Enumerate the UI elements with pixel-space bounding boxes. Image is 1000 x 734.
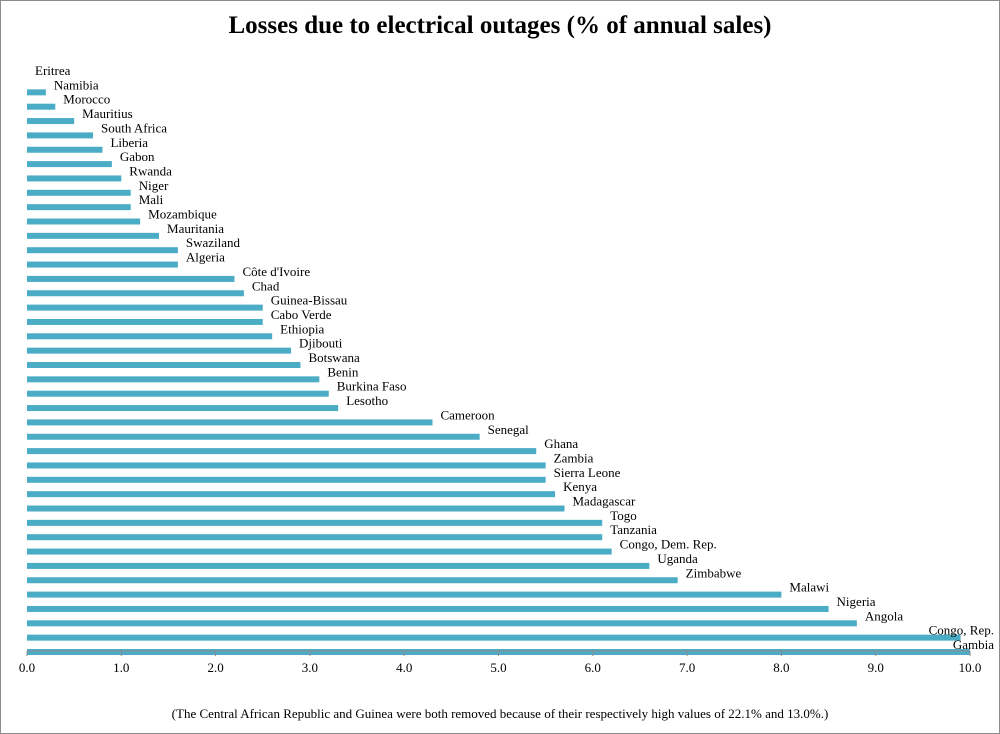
- bar-label-morocco: Morocco: [63, 92, 110, 107]
- bar-malawi: [27, 591, 782, 598]
- bar-mali: [27, 204, 131, 211]
- bar-mauritania: [27, 232, 160, 239]
- bar-djibouti: [27, 347, 292, 354]
- x-tick-label: 6.0: [585, 660, 601, 675]
- bar-zimbabwe: [27, 577, 678, 584]
- bar-label-zimbabwe: Zimbabwe: [686, 565, 742, 580]
- bar-label-burkina-faso: Burkina Faso: [337, 379, 407, 394]
- bar-label-mali: Mali: [139, 192, 164, 207]
- bar-label-eritrea: Eritrea: [35, 63, 71, 78]
- bar-label-angola: Angola: [865, 608, 904, 623]
- bar-ghana: [27, 448, 537, 455]
- bar-label-niger: Niger: [139, 178, 169, 193]
- bar-congo-rep: [27, 634, 961, 641]
- bar-label-south-africa: South Africa: [101, 120, 167, 135]
- bar-label-kenya: Kenya: [563, 479, 597, 494]
- bar-tanzania: [27, 534, 603, 541]
- x-axis: 0.0 1.0 2.0 3.0 4.0 5.0 6.0 7.0 8.0 9.0 10.0: [19, 650, 982, 675]
- bar-cabo-verde: [27, 318, 263, 325]
- bar-label-togo: Togo: [610, 508, 637, 523]
- bar-togo: [27, 519, 603, 526]
- bar-label-algeria: Algeria: [186, 250, 225, 265]
- bar-namibia: [27, 89, 46, 96]
- bar-sierra-leone: [27, 476, 546, 483]
- bar-congo-dem-rep: [27, 548, 612, 555]
- bar-chad: [27, 290, 244, 297]
- bar-zambia: [27, 462, 546, 469]
- bar-label-congo-dem-rep: Congo, Dem. Rep.: [620, 537, 717, 552]
- bar-morocco: [27, 103, 56, 110]
- bar-angola: [27, 620, 857, 627]
- bar-label-senegal: Senegal: [488, 422, 530, 437]
- x-tick-label: 2.0: [207, 660, 223, 675]
- bar-label-liberia: Liberia: [110, 135, 148, 150]
- bar-label-mozambique: Mozambique: [148, 207, 217, 222]
- bar-botswana: [27, 362, 301, 368]
- bar-label-djibouti: Djibouti: [299, 336, 343, 351]
- bar-lesotho: [27, 405, 339, 412]
- x-tick-label: 1.0: [113, 660, 129, 675]
- bar-label-uganda: Uganda: [657, 551, 698, 566]
- bar-nigeria: [27, 605, 829, 612]
- bar-mozambique: [27, 218, 141, 225]
- bar-label-ghana: Ghana: [544, 436, 578, 451]
- x-tick-label: 0.0: [19, 660, 35, 675]
- bar-label-benin: Benin: [327, 364, 359, 379]
- bar-label-madagascar: Madagascar: [573, 494, 636, 509]
- bar-label-malawi: Malawi: [789, 580, 829, 595]
- bar-cameroon: [27, 419, 433, 426]
- bar-label-rwanda: Rwanda: [129, 163, 172, 178]
- bar-madagascar: [27, 505, 565, 512]
- x-tick-label: 3.0: [302, 660, 318, 675]
- bar-label-mauritius: Mauritius: [82, 106, 133, 121]
- chart-footnote: (The Central African Republic and Guinea…: [171, 706, 829, 721]
- bar-label-gabon: Gabon: [120, 149, 155, 164]
- bar-gabon: [27, 161, 112, 168]
- bar-label-nigeria: Nigeria: [837, 594, 876, 609]
- bar-algeria: [27, 261, 178, 268]
- bar-mauritius: [27, 118, 75, 125]
- bar-label-cameroon: Cameroon: [440, 407, 495, 422]
- bar-label-chad: Chad: [252, 278, 280, 293]
- bar-label-lesotho: Lesotho: [346, 393, 388, 408]
- bar-liberia: [27, 146, 103, 153]
- bar-label-congo-rep: Congo, Rep.: [929, 623, 994, 638]
- bar-uganda: [27, 562, 650, 569]
- chart-title: Losses due to electrical outages (% of a…: [228, 12, 772, 39]
- bar-burkina-faso: [27, 390, 329, 397]
- bar-label-sierra-leone: Sierra Leone: [554, 465, 621, 480]
- bar-cote-d-ivoire: [27, 275, 235, 282]
- bar-label-ethiopia: Ethiopia: [280, 321, 324, 336]
- x-tick-label: 8.0: [773, 660, 789, 675]
- bar-label-guinea-bissau: Guinea-Bissau: [271, 293, 348, 308]
- bar-benin: [27, 376, 320, 383]
- bar-label-tanzania: Tanzania: [610, 522, 657, 537]
- bar-label-zambia: Zambia: [554, 450, 594, 465]
- bar-label-botswana: Botswana: [308, 350, 360, 365]
- bar-niger: [27, 189, 131, 196]
- bar-south-africa: [27, 132, 94, 139]
- x-tick-label: 5.0: [490, 660, 506, 675]
- x-tick-label: 9.0: [868, 660, 884, 675]
- bar-label-mauritania: Mauritania: [167, 221, 224, 236]
- x-tick-label: 10.0: [959, 660, 982, 675]
- x-tick-label: 4.0: [396, 660, 412, 675]
- bar-label-cabo-verde: Cabo Verde: [271, 307, 332, 322]
- x-tick-label: 7.0: [679, 660, 695, 675]
- bar-label-gambia: Gambia: [953, 637, 994, 652]
- bar-label-swaziland: Swaziland: [186, 235, 241, 250]
- bar-ethiopia: [27, 333, 273, 340]
- bar-swaziland: [27, 247, 178, 254]
- bar-senegal: [27, 433, 480, 440]
- bar-label-cote-d-ivoire: Côte d'Ivoire: [242, 264, 310, 279]
- bar-guinea-bissau: [27, 304, 263, 311]
- bar-kenya: [27, 491, 556, 498]
- bar-label-namibia: Namibia: [54, 77, 99, 92]
- bar-rwanda: [27, 175, 122, 182]
